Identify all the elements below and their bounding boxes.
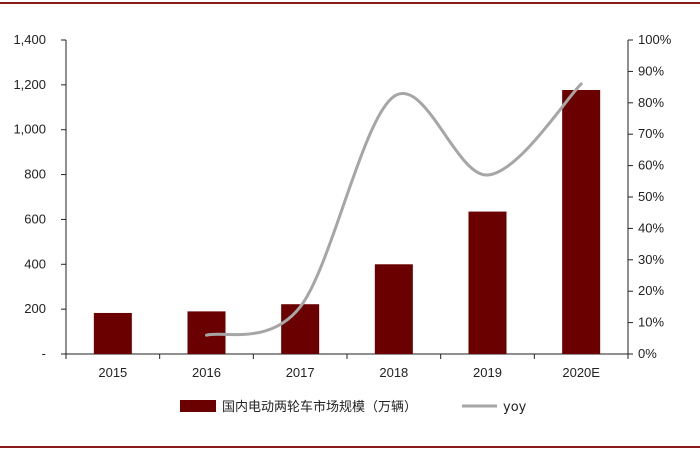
legend-label-line: yoy xyxy=(503,400,527,415)
left-y-tick-label: 600 xyxy=(24,211,46,226)
legend-label-bar: 国内电动两轮车市场规模（万辆） xyxy=(222,399,417,415)
bar xyxy=(93,312,132,354)
bar xyxy=(374,264,413,354)
left-y-tick-label: 800 xyxy=(24,167,46,182)
right-y-tick-label: 70% xyxy=(638,126,664,141)
bar xyxy=(468,211,507,354)
right-y-tick-label: 20% xyxy=(638,283,664,298)
right-y-tick-label: 10% xyxy=(638,315,664,330)
x-tick-label: 2018 xyxy=(379,365,408,380)
x-tick-label: 2015 xyxy=(98,365,127,380)
bar xyxy=(187,311,226,354)
legend-swatch-bar xyxy=(180,400,216,412)
right-y-tick-label: 60% xyxy=(638,158,664,173)
x-tick-label: 2017 xyxy=(286,365,315,380)
x-tick-label: 2020E xyxy=(562,365,600,380)
right-y-tick-label: 80% xyxy=(638,95,664,110)
right-y-tick-label: 30% xyxy=(638,252,664,267)
bar xyxy=(281,304,320,354)
left-y-tick-label: 1,400 xyxy=(13,32,46,47)
left-y-tick-label: 200 xyxy=(24,301,46,316)
right-y-tick-label: 100% xyxy=(638,32,672,47)
left-y-tick-label: 1,200 xyxy=(13,77,46,92)
left-y-tick-label: 1,000 xyxy=(13,122,46,137)
x-tick-label: 2016 xyxy=(192,365,221,380)
bottom-frame-line xyxy=(0,446,700,448)
right-y-tick-label: 50% xyxy=(638,189,664,204)
left-y-tick-label: 400 xyxy=(24,256,46,271)
x-tick-label: 2019 xyxy=(473,365,502,380)
yoy-line xyxy=(205,82,583,337)
right-y-tick-label: 0% xyxy=(638,346,657,361)
top-frame-line xyxy=(0,2,700,4)
left-y-tick-label: - xyxy=(42,346,46,361)
right-y-tick-label: 40% xyxy=(638,220,664,235)
bar xyxy=(562,90,601,354)
right-y-tick-label: 90% xyxy=(638,63,664,78)
